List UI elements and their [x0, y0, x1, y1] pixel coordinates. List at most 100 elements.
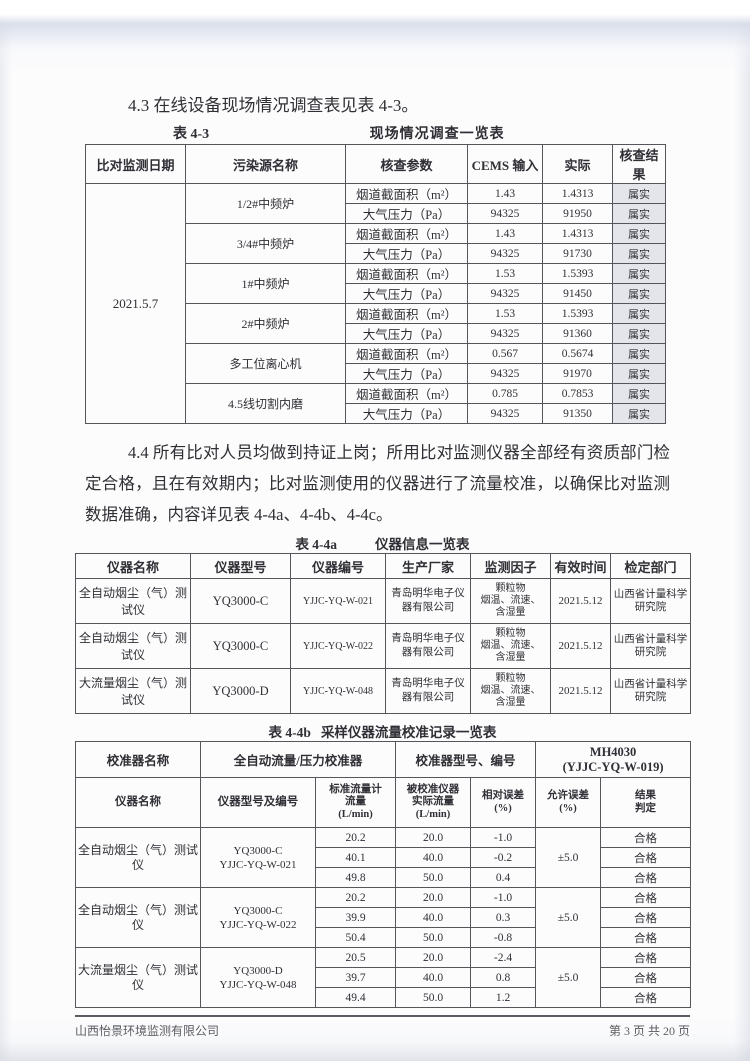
source-cell: 3/4#中频炉 — [185, 223, 346, 264]
actual-value: 1.5393 — [542, 263, 613, 284]
actual-flow-value: 20.0 — [395, 887, 472, 908]
cems-value: 94325 — [467, 363, 543, 384]
standard-flow-value: 20.5 — [314, 947, 397, 968]
instrument-model-serial: YQ3000-C YJJC-YQ-W-022 — [200, 887, 316, 948]
standard-flow-value: 20.2 — [314, 827, 397, 848]
col-header-instrument-name: 仪器名称 — [75, 553, 191, 579]
footer-page-number: 第 3 页 共 20 页 — [608, 1024, 690, 1038]
actual-value: 0.7853 — [542, 383, 613, 404]
col-header-cems: CEMS 输入 — [467, 144, 543, 184]
maker-cell: 青岛明华电子仪器有限公司 — [385, 578, 471, 624]
standard-flow-value: 49.8 — [314, 867, 397, 888]
factors-cell: 颗粒物 烟温、流速、 含湿量 — [470, 668, 551, 714]
col-header-valid: 有效时间 — [550, 553, 611, 579]
instrument-name: 全自动烟尘（气）测试仪 — [75, 578, 191, 624]
cems-value: 1.53 — [467, 303, 543, 324]
dept-cell: 山西省计量科学研究院 — [610, 668, 691, 714]
standard-flow-value: 39.7 — [314, 967, 397, 988]
source-cell: 4.5线切割内磨 — [185, 383, 346, 424]
result-cell: 属实 — [612, 323, 666, 344]
actual-value: 91970 — [542, 363, 613, 384]
page-footer: 山西怡景环境监测有限公司 第 3 页 共 20 页 — [75, 1015, 690, 1039]
standard-flow-value: 49.4 — [314, 987, 397, 1008]
instrument-name: 大流量烟尘（气）测试仪 — [75, 947, 201, 1008]
standard-flow-value: 39.9 — [314, 907, 397, 928]
param-cell: 大气压力（Pa） — [345, 283, 468, 304]
table-4-4b-label: 表 4-4b — [268, 725, 311, 740]
result-cell: 属实 — [612, 343, 666, 364]
source-cell: 1#中频炉 — [185, 263, 346, 304]
relative-error-value: -0.8 — [470, 927, 537, 948]
allowed-error-value: ±5.0 — [535, 947, 602, 1008]
instrument-name: 全自动烟尘（气）测试仪 — [75, 887, 201, 948]
col-header-actual: 实际 — [542, 144, 613, 184]
dept-cell: 山西省计量科学研究院 — [610, 623, 691, 669]
col-header-param: 核查参数 — [345, 144, 468, 184]
instrument-name: 全自动烟尘（气）测试仪 — [75, 623, 191, 669]
page-content: 4.3 在线设备现场情况调查表见表 4-3。 表 4-3 现场情况调查一览表 比… — [75, 96, 692, 1039]
instrument-name: 全自动烟尘（气）测试仪 — [75, 827, 201, 888]
flow-calibration-table: 校准器名称 全自动流量/压力校准器 校准器型号、编号 MH4030 (YJJC-… — [75, 741, 692, 1008]
allowed-error-value: ±5.0 — [535, 827, 602, 888]
cems-value: 94325 — [467, 243, 543, 264]
col-header-dept: 检定部门 — [610, 553, 691, 579]
table-subheader-row: 仪器名称 仪器型号及编号 标准流量计 流量 (L/min) 被校准仪器 实际流量… — [75, 777, 692, 828]
param-cell: 大气压力（Pa） — [345, 363, 468, 384]
col-header-factors: 监测因子 — [470, 553, 551, 579]
param-cell: 大气压力（Pa） — [345, 243, 468, 264]
cems-value: 94325 — [467, 403, 543, 424]
table-row: 大流量烟尘（气）测试仪 YQ3000-D YJJC-YQ-W-048 青岛明华电… — [75, 668, 691, 714]
relative-error-value: -1.0 — [470, 827, 537, 848]
actual-flow-value: 50.0 — [395, 927, 472, 948]
actual-flow-value: 40.0 — [395, 907, 472, 928]
source-cell: 多工位离心机 — [185, 343, 346, 384]
table-4-3-caption: 表 4-3 现场情况调查一览表 — [85, 122, 665, 144]
instrument-serial: YJJC-YQ-W-048 — [290, 668, 386, 714]
actual-value: 91730 — [542, 243, 613, 264]
relative-error-value: -0.2 — [470, 847, 537, 868]
result-cell: 属实 — [612, 263, 666, 284]
calibrator-name-value: 全自动流量/压力校准器 — [199, 741, 397, 778]
col-header-serial: 仪器编号 — [290, 553, 386, 579]
source-cell: 2#中频炉 — [185, 303, 346, 344]
actual-value: 0.5674 — [542, 343, 613, 364]
valid-date: 2021.5.12 — [550, 623, 611, 669]
source-cell: 1/2#中频炉 — [185, 183, 346, 224]
cems-value: 1.53 — [467, 263, 543, 284]
actual-value: 91360 — [542, 323, 613, 344]
valid-date: 2021.5.12 — [550, 578, 611, 624]
col-header-result: 核查结果 — [612, 144, 666, 184]
col-header-standard-flow: 标准流量计 流量 (L/min) — [314, 777, 397, 828]
actual-value: 91950 — [542, 203, 613, 224]
actual-flow-value: 40.0 — [395, 847, 472, 868]
relative-error-value: 1.2 — [470, 987, 537, 1008]
actual-flow-value: 50.0 — [395, 987, 472, 1008]
instrument-name: 大流量烟尘（气）测试仪 — [75, 668, 191, 714]
actual-flow-value: 20.0 — [395, 947, 472, 968]
result-cell: 合格 — [600, 847, 692, 868]
param-cell: 烟道截面积（m²） — [345, 223, 468, 244]
param-cell: 大气压力（Pa） — [345, 323, 468, 344]
col-header-model-serial: 仪器型号及编号 — [200, 777, 316, 828]
param-cell: 烟道截面积（m²） — [345, 183, 468, 204]
instrument-serial: YJJC-YQ-W-021 — [290, 578, 386, 624]
col-header-allowed-error: 允许误差 (%) — [535, 777, 602, 828]
instrument-info-table: 仪器名称 仪器型号 仪器编号 生产厂家 监测因子 有效时间 检定部门 全自动烟尘… — [75, 553, 691, 714]
footer-company: 山西怡景环境监测有限公司 — [75, 1024, 220, 1038]
table-4-4a-title: 仪器信息一览表 — [375, 537, 470, 552]
factors-cell: 颗粒物 烟温、流速、 含湿量 — [470, 623, 551, 669]
actual-value: 1.4313 — [542, 183, 613, 204]
standard-flow-value: 40.1 — [314, 847, 397, 868]
result-cell: 合格 — [600, 967, 692, 988]
param-cell: 大气压力（Pa） — [345, 203, 468, 224]
col-header-model: 仪器型号 — [190, 553, 291, 579]
table-row: 2021.5.7 1/2#中频炉 烟道截面积（m²） 1.43 1.4313 属… — [85, 183, 666, 424]
param-cell: 烟道截面积（m²） — [345, 383, 468, 404]
result-cell: 属实 — [612, 303, 666, 324]
col-header-source: 污染源名称 — [185, 144, 346, 184]
instrument-model: YQ3000-D — [190, 668, 291, 714]
table-4-3-title: 现场情况调查一览表 — [369, 127, 505, 142]
instrument-model-serial: YQ3000-C YJJC-YQ-W-021 — [200, 827, 316, 888]
result-cell: 合格 — [600, 867, 692, 888]
